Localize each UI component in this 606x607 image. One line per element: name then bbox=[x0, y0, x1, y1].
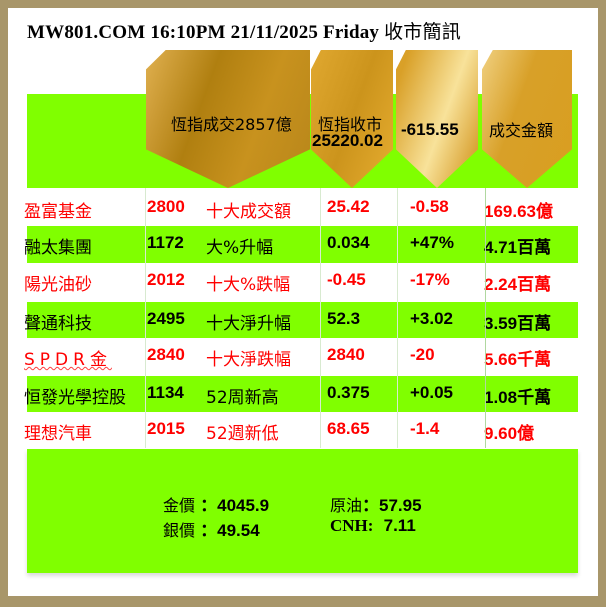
price-change: -17% bbox=[410, 270, 450, 289]
table-row: 盈富基金 2800 十大成交額 25.42 -0.58 169.63億 bbox=[0, 190, 606, 226]
cnh-rate: CNH: 7.11 bbox=[330, 516, 416, 535]
stock-price: 0.034 bbox=[327, 233, 370, 252]
stock-code: 2012 bbox=[147, 270, 185, 289]
commodity-panel bbox=[27, 449, 578, 573]
table-row: 聲通科技 2495 十大淨升幅 52.3 +3.02 3.59百萬 bbox=[0, 302, 606, 338]
stock-name: 聲通科技 bbox=[24, 314, 92, 334]
stock-code: 2840 bbox=[147, 345, 185, 364]
row-category: 大%升幅 bbox=[206, 238, 274, 258]
stock-price: -0.45 bbox=[327, 270, 366, 289]
price-change: +47% bbox=[410, 233, 454, 252]
stock-price: 52.3 bbox=[327, 309, 361, 328]
price-change: -1.4 bbox=[410, 419, 440, 438]
stock-name: 盈富基金 bbox=[24, 202, 92, 222]
row-category: 52周新高 bbox=[206, 388, 279, 408]
table-row: 陽光油砂 2012 十大%跌幅 -0.45 -17% 2.24百萬 bbox=[0, 263, 606, 299]
stock-price: 0.375 bbox=[327, 383, 370, 402]
turnover-amount: 2.24百萬 bbox=[484, 275, 552, 294]
title-main: MW801.COM 16:10PM 21/11/2025 Friday bbox=[27, 22, 380, 43]
stock-name: 恒發光學控股 bbox=[24, 388, 126, 408]
table-row: 融太集團 1172 大%升幅 0.034 +47% 4.71百萬 bbox=[0, 226, 606, 263]
row-category: 十大%跌幅 bbox=[206, 275, 291, 295]
stock-code: 2015 bbox=[147, 419, 185, 438]
turnover-amount: 9.60億 bbox=[484, 424, 535, 443]
header-close-value: 25220.02 bbox=[312, 131, 383, 150]
price-change: +0.05 bbox=[410, 383, 454, 402]
table-row: 恒發光學控股 1134 52周新高 0.375 +0.05 1.08千萬 bbox=[0, 376, 606, 412]
stock-code: 1172 bbox=[147, 233, 184, 252]
stock-name: SPDR金 bbox=[24, 350, 112, 370]
oil-price: 原油：57.95 bbox=[330, 496, 422, 515]
row-background bbox=[27, 376, 578, 412]
row-background bbox=[27, 226, 578, 263]
stock-price: 68.65 bbox=[327, 419, 370, 438]
row-category: 十大淨升幅 bbox=[206, 314, 291, 334]
header-amount-label: 成交金額 bbox=[489, 121, 554, 140]
turnover-amount: 3.59百萬 bbox=[484, 314, 552, 333]
stock-price: 2840 bbox=[327, 345, 365, 364]
price-change: -0.58 bbox=[410, 197, 449, 216]
stock-name: 理想汽車 bbox=[24, 424, 92, 444]
row-background bbox=[27, 302, 578, 338]
header-close-label: 恆指收市 bbox=[318, 115, 383, 134]
header-turnover: 恆指成交2857億 bbox=[171, 115, 292, 134]
turnover-amount: 5.66千萬 bbox=[484, 350, 552, 369]
stock-price: 25.42 bbox=[327, 197, 370, 216]
stock-code: 2800 bbox=[147, 197, 185, 216]
price-change: -20 bbox=[410, 345, 435, 364]
row-category: 十大成交額 bbox=[206, 202, 291, 222]
stock-name: 融太集團 bbox=[24, 238, 92, 258]
price-change: +3.02 bbox=[410, 309, 454, 328]
table-row: SPDR金 2840 十大淨跌幅 2840 -20 5.66千萬 bbox=[0, 338, 606, 374]
table-row: 理想汽車 2015 52週新低 68.65 -1.4 9.60億 bbox=[0, 412, 606, 448]
stock-name: 陽光油砂 bbox=[24, 275, 92, 295]
turnover-amount: 169.63億 bbox=[484, 202, 553, 221]
title-suffix: 收市簡訊 bbox=[384, 21, 461, 43]
row-category: 52週新低 bbox=[206, 424, 279, 444]
header-change: -615.55 bbox=[401, 120, 459, 139]
row-category: 十大淨跌幅 bbox=[206, 350, 291, 370]
silver-price: 銀價 ：49.54 bbox=[163, 521, 260, 540]
page-title: MW801.COM 16:10PM 21/11/2025 Friday 收市簡訊 bbox=[27, 17, 461, 44]
stock-code: 1134 bbox=[147, 383, 184, 402]
turnover-amount: 4.71百萬 bbox=[484, 238, 552, 257]
gold-price: 金價 ：4045.9 bbox=[163, 496, 270, 515]
turnover-amount: 1.08千萬 bbox=[484, 388, 552, 407]
stock-code: 2495 bbox=[147, 309, 185, 328]
